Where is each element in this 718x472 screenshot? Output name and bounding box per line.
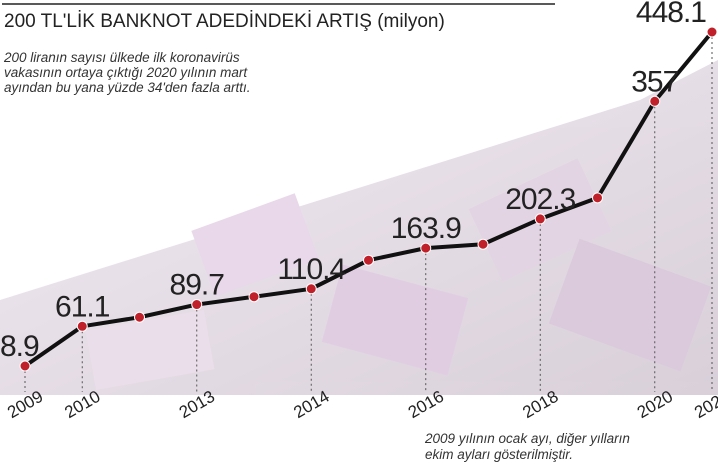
background-image — [0, 60, 718, 395]
chart-title: 200 TL'LİK BANKNOT ADEDİNDEKİ ARTIŞ (mil… — [4, 11, 445, 32]
value-label: 8.9 — [0, 330, 39, 363]
marker — [76, 320, 88, 332]
marker — [19, 360, 31, 372]
marker — [706, 26, 718, 38]
marker — [191, 299, 203, 311]
marker — [477, 238, 489, 250]
value-label: 61.1 — [55, 290, 110, 323]
value-label: 202.3 — [505, 183, 575, 216]
marker — [363, 254, 374, 266]
marker — [134, 311, 145, 323]
note: ekim ayları gösterilmiştir. — [425, 447, 573, 462]
value-label: 110.4 — [277, 253, 345, 286]
marker — [305, 283, 317, 295]
marker — [248, 291, 260, 303]
marker — [420, 242, 432, 254]
subtitle: vakasının ortaya çıktığı 2020 yılının ma… — [4, 65, 248, 80]
value-label: 89.7 — [170, 269, 225, 302]
value-label: 163.9 — [391, 212, 461, 245]
value-label: 448.1 — [636, 0, 706, 29]
note: 2009 yılının ocak ayı, diğer yılların — [424, 431, 630, 446]
value-label: 357 — [631, 65, 678, 98]
subtitle: ayından bu yana yüzde 34'den fazla arttı… — [4, 80, 251, 95]
marker — [649, 95, 661, 107]
subtitle: 200 liranın sayısı ülkede ilk koronavirü… — [3, 50, 240, 65]
marker — [534, 213, 546, 225]
marker — [592, 192, 603, 204]
